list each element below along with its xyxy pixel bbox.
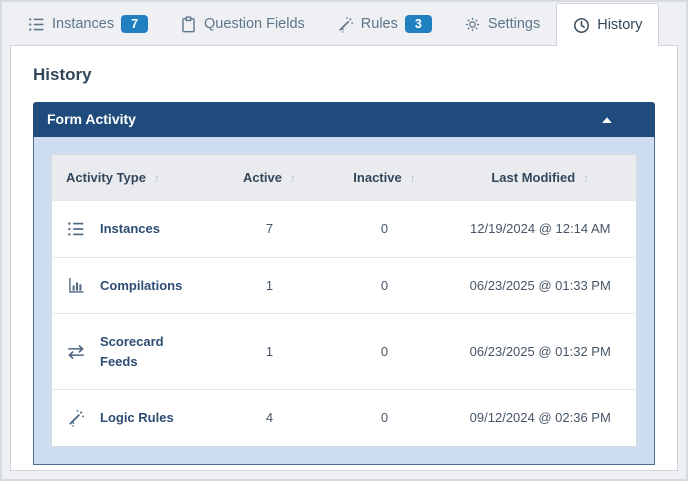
collapse-panel-button[interactable]	[601, 112, 641, 127]
activity-type-cell: Scorecard Feeds	[51, 313, 215, 390]
last-modified-cell: 06/23/2025 @ 01:32 PM	[444, 313, 637, 390]
wand-icon	[337, 16, 354, 33]
tab-bar: Instances 7 Question Fields Rules 3 Sett…	[2, 2, 686, 46]
tab-settings[interactable]: Settings	[448, 3, 556, 45]
activity-type-cell: Compilations	[51, 256, 215, 314]
exchange-icon	[66, 343, 86, 361]
active-count-cell: 7	[214, 200, 325, 257]
column-header-last-modified[interactable]: Last Modified ↑	[444, 154, 637, 201]
inactive-count-cell: 0	[324, 200, 445, 257]
clipboard-icon	[180, 15, 197, 33]
sort-arrow-icon: ↑	[409, 171, 416, 185]
tab-badge: 3	[404, 14, 432, 34]
chevron-up-icon	[601, 112, 613, 127]
form-activity-panel: Form Activity Activity Type ↑ Active ↑ Inact…	[33, 102, 655, 465]
active-count-cell: 4	[214, 389, 325, 446]
tab-badge: 7	[121, 14, 149, 34]
wand-icon	[66, 409, 86, 427]
sort-arrow-icon: ↑	[290, 171, 297, 185]
page-title: History	[33, 65, 92, 84]
last-modified-cell: 09/12/2024 @ 02:36 PM	[444, 389, 637, 446]
activity-type-cell: Instances	[51, 200, 215, 257]
clock-icon	[573, 17, 590, 34]
form-activity-panel-header[interactable]: Form Activity	[33, 102, 655, 137]
active-count-cell: 1	[214, 256, 325, 314]
last-modified-cell: 12/19/2024 @ 12:14 AM	[444, 200, 637, 257]
panel-title: Form Activity	[47, 111, 136, 127]
table-row-instances[interactable]: Instances 7 0 12/19/2024 @ 12:14 AM	[51, 200, 637, 257]
history-tab-content: History Form Activity Activity Type ↑ Acti…	[10, 45, 678, 471]
column-header-activity-type[interactable]: Activity Type ↑	[51, 154, 215, 201]
table-header-row: Activity Type ↑ Active ↑ Inactive ↑ Last Modif…	[51, 154, 637, 201]
table-row-logic-rules[interactable]: Logic Rules 4 0 09/12/2024 @ 02:36 PM	[51, 389, 637, 446]
bar-chart-icon	[66, 276, 86, 294]
tab-rules[interactable]: Rules 3	[321, 3, 448, 45]
inactive-count-cell: 0	[324, 313, 445, 390]
inactive-count-cell: 0	[324, 256, 445, 314]
inactive-count-cell: 0	[324, 389, 445, 446]
list-icon	[66, 220, 86, 238]
table-body: Instances 7 0 12/19/2024 @ 12:14 AM Comp…	[51, 200, 637, 446]
activity-table: Activity Type ↑ Active ↑ Inactive ↑ Last Modif…	[51, 154, 637, 447]
list-icon	[28, 16, 45, 33]
form-activity-panel-body: Activity Type ↑ Active ↑ Inactive ↑ Last Modif…	[33, 137, 655, 465]
activity-type-cell: Logic Rules	[51, 389, 215, 446]
gear-icon	[464, 16, 481, 33]
table-row-scorecard-feeds[interactable]: Scorecard Feeds 1 0 06/23/2025 @ 01:32 P…	[51, 313, 637, 390]
active-count-cell: 1	[214, 313, 325, 390]
column-header-active[interactable]: Active ↑	[214, 154, 325, 201]
last-modified-cell: 06/23/2025 @ 01:33 PM	[444, 256, 637, 314]
column-header-inactive[interactable]: Inactive ↑	[324, 154, 445, 201]
sort-arrow-icon: ↑	[583, 171, 590, 185]
tab-history[interactable]: History	[556, 3, 660, 46]
tab-instances[interactable]: Instances 7	[12, 3, 164, 45]
sort-arrow-icon: ↑	[153, 171, 160, 185]
tab-question-fields[interactable]: Question Fields	[164, 3, 321, 45]
table-row-compilations[interactable]: Compilations 1 0 06/23/2025 @ 01:33 PM	[51, 256, 637, 314]
